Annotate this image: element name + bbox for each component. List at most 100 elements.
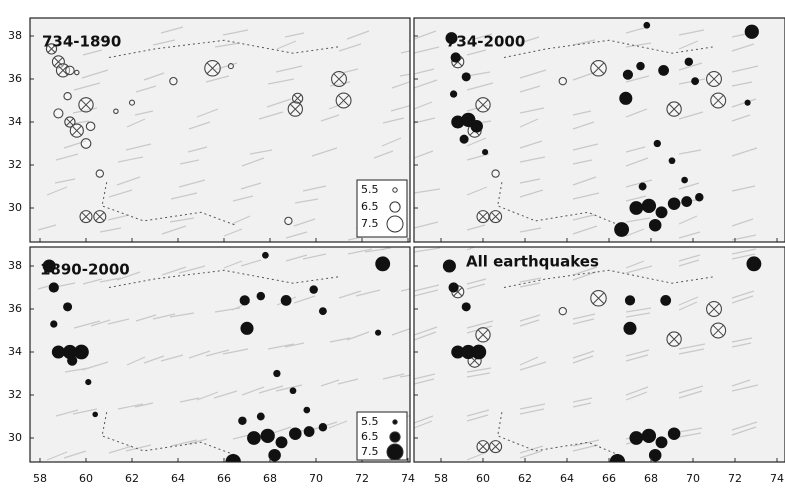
quake <box>262 252 269 259</box>
quake <box>50 320 57 327</box>
quake <box>691 77 699 85</box>
historical-quake <box>285 217 292 224</box>
historical-quake <box>228 64 233 69</box>
x-tick-label: 72 <box>728 472 742 485</box>
legend-symbol <box>390 202 400 212</box>
y-tick-label: 30 <box>8 431 22 444</box>
quake <box>67 356 77 366</box>
map-panel: 734-2000 <box>414 14 785 242</box>
x-tick-label: 66 <box>217 472 231 485</box>
quake <box>614 222 629 237</box>
x-tick-label: 74 <box>770 472 784 485</box>
panel-title: 734-2000 <box>446 33 525 51</box>
historical-quake <box>75 70 79 74</box>
quake <box>257 292 265 300</box>
historical-quake <box>64 93 71 100</box>
y-tick-label: 36 <box>8 72 22 85</box>
x-tick-label: 72 <box>355 472 369 485</box>
quake <box>745 100 751 106</box>
quake <box>290 387 297 394</box>
quake <box>625 295 635 305</box>
quake <box>375 330 381 336</box>
quake <box>470 120 483 133</box>
quake <box>681 196 692 207</box>
y-tick-label: 34 <box>8 345 22 358</box>
quake <box>281 295 292 306</box>
legend-symbol <box>387 444 403 460</box>
historical-quake <box>66 66 74 74</box>
legend-label: 5.5 <box>361 183 379 196</box>
quake <box>623 70 633 80</box>
quake <box>92 412 98 418</box>
quake <box>276 436 288 448</box>
quake <box>642 199 656 213</box>
terrain <box>30 18 410 242</box>
quake <box>460 135 469 144</box>
quake <box>85 379 91 385</box>
y-tick-label: 36 <box>8 302 22 315</box>
legend-symbol <box>393 188 397 192</box>
x-tick-label: 64 <box>560 472 574 485</box>
historical-quake <box>170 78 177 85</box>
x-tick-label: 62 <box>518 472 532 485</box>
quake <box>49 282 59 292</box>
quake <box>482 149 488 155</box>
x-tick-label: 62 <box>125 472 139 485</box>
x-tick-label: 70 <box>686 472 700 485</box>
quake <box>642 429 656 443</box>
quake <box>695 193 703 201</box>
legend-symbol <box>393 420 397 424</box>
historical-quake <box>130 100 135 105</box>
quake <box>668 427 681 440</box>
panel-title: 1890-2000 <box>40 261 130 279</box>
x-tick-label: 60 <box>79 472 93 485</box>
quake <box>649 219 662 232</box>
quake <box>261 429 275 443</box>
y-tick-label: 30 <box>8 201 22 214</box>
historical-quake <box>81 139 91 149</box>
y-tick-label: 34 <box>8 115 22 128</box>
legend-label: 5.5 <box>361 415 379 428</box>
map-panel: 3032343638734-18905.56.57.5 <box>8 14 434 242</box>
quake <box>303 407 310 414</box>
panel-content <box>414 242 785 469</box>
y-tick-label: 38 <box>8 29 22 42</box>
y-tick-label: 38 <box>8 259 22 272</box>
quake <box>319 307 327 315</box>
x-tick-label: 64 <box>171 472 185 485</box>
quake <box>451 52 461 62</box>
map-panel: 586062646668707274All earthquakes <box>414 242 785 485</box>
quake <box>629 431 643 445</box>
legend-symbol <box>390 432 400 442</box>
quake <box>656 206 668 218</box>
x-tick-label: 70 <box>309 472 323 485</box>
quake <box>450 90 457 97</box>
quake <box>623 322 636 335</box>
y-tick-label: 32 <box>8 158 22 171</box>
x-tick-label: 58 <box>33 472 47 485</box>
legend-label: 6.5 <box>361 200 379 213</box>
quake <box>63 302 72 311</box>
quake <box>238 417 246 425</box>
quake <box>240 295 250 305</box>
quake <box>745 25 759 39</box>
quake <box>636 62 644 70</box>
historical-quake <box>54 109 63 118</box>
map-panel: 30323436385860626466687072741890-20005.5… <box>8 242 434 485</box>
quake <box>257 413 265 421</box>
historical-quake <box>86 122 94 130</box>
x-tick-label: 58 <box>434 472 448 485</box>
quake <box>619 92 632 105</box>
quake <box>629 201 643 215</box>
quake <box>443 259 456 272</box>
x-tick-label: 68 <box>263 472 277 485</box>
x-tick-label: 68 <box>644 472 658 485</box>
historical-quake <box>114 109 118 113</box>
quake <box>449 282 459 292</box>
quake <box>654 140 661 147</box>
quake <box>656 436 668 448</box>
quake <box>668 197 681 210</box>
quake <box>74 345 89 360</box>
quake <box>247 431 261 445</box>
x-tick-label: 74 <box>401 472 415 485</box>
